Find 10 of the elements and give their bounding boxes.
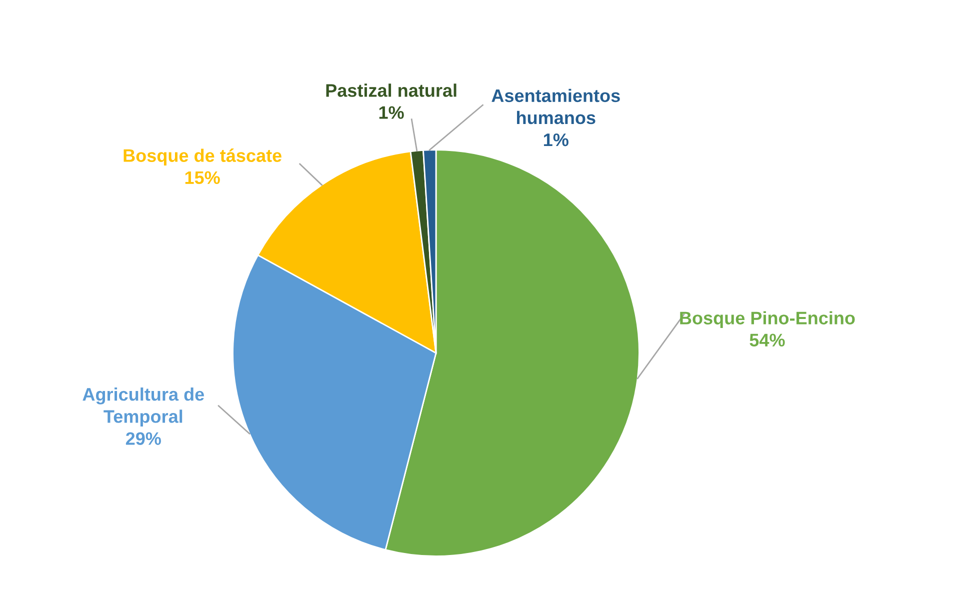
slice-label: Asentamientos humanos (492, 88, 620, 124)
slice-label: Bosque de táscate (124, 148, 282, 166)
data-label: 15% (185, 171, 220, 184)
data-label: 54% (750, 334, 785, 347)
data-label: 1% (379, 106, 404, 119)
data-label: 1% (544, 133, 568, 146)
data-label: 29% (126, 432, 161, 445)
slice-label: Bosque Pino-Encino (680, 311, 855, 328)
slice-label: Agricultura de Temporal (82, 388, 204, 426)
slice-label: Pastizal natural (326, 84, 456, 97)
